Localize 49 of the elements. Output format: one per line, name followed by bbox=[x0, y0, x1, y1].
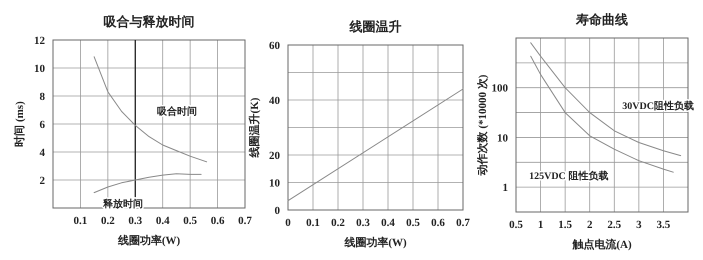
y-tick-label: 10 bbox=[269, 178, 280, 190]
chart-title: 寿命曲线 bbox=[575, 12, 628, 27]
y-tick-label: 10 bbox=[497, 132, 508, 144]
x-tick-label: 1.5 bbox=[558, 219, 573, 231]
y-tick-label: 10 bbox=[34, 63, 46, 75]
x-tick-label: 0.1 bbox=[74, 215, 88, 227]
x-tick-label: 0.4 bbox=[156, 215, 170, 227]
x-tick-label: 0.5 bbox=[406, 217, 420, 229]
x-tick-label: 0.2 bbox=[331, 217, 346, 229]
x-tick-label: 0.5 bbox=[509, 219, 524, 231]
x-axis-title: 线圈功率(W) bbox=[116, 234, 180, 247]
x-tick-label: 0.1 bbox=[306, 217, 320, 229]
x-tick-label: 0.6 bbox=[210, 215, 225, 227]
y-tick-label: 12 bbox=[34, 35, 46, 47]
x-tick-label: 3 bbox=[636, 219, 642, 231]
x-tick-label: 0.7 bbox=[456, 217, 470, 229]
x-tick-label: 0.3 bbox=[356, 217, 370, 229]
y-axis-title: 动作次数 (*10000 次) bbox=[476, 74, 489, 176]
x-tick-label: 0.3 bbox=[128, 215, 143, 227]
y-tick-label: 6 bbox=[40, 119, 46, 131]
x-axis-title: 触点电流(A) bbox=[571, 238, 632, 251]
chart-title: 吸合与释放时间 bbox=[104, 14, 194, 29]
x-tick-label: 0.7 bbox=[238, 215, 252, 227]
y-axis-title: 时间 (ms) bbox=[13, 100, 26, 147]
y-tick-label: 2 bbox=[40, 175, 46, 187]
x-tick-label: 0.6 bbox=[431, 217, 446, 229]
y-tick-label: 4 bbox=[40, 147, 46, 159]
text: 125VDC 阻性负载 bbox=[529, 170, 608, 182]
x-tick-label: 1 bbox=[538, 219, 544, 231]
chart-title: 线圈温升 bbox=[348, 19, 402, 34]
x-tick-label: 0.2 bbox=[100, 215, 116, 227]
y-tick-label: 40 bbox=[269, 95, 280, 107]
x-tick-label: 0 bbox=[285, 217, 292, 229]
y-tick-label: 60 bbox=[269, 40, 280, 52]
y-tick-label: 0 bbox=[274, 205, 280, 217]
y-tick-label: 1 bbox=[502, 182, 508, 194]
line-series bbox=[94, 173, 202, 194]
y-tick-label: 20 bbox=[269, 150, 280, 162]
x-axis-title: 线圈功率(W) bbox=[343, 236, 407, 249]
y-tick-label: 100 bbox=[492, 82, 508, 95]
series-label: 吸合时间 bbox=[157, 106, 197, 118]
x-tick-label: 3.5 bbox=[656, 219, 671, 231]
x-tick-label: 0.5 bbox=[183, 215, 198, 227]
x-tick-label: 2 bbox=[586, 219, 593, 231]
y-axis-title: 线圈温升(K) bbox=[248, 97, 261, 158]
x-tick-label: 0.4 bbox=[381, 217, 396, 229]
x-tick-label: 2.5 bbox=[607, 219, 622, 231]
line-series bbox=[94, 56, 208, 162]
y-tick-label: 8 bbox=[40, 91, 46, 103]
